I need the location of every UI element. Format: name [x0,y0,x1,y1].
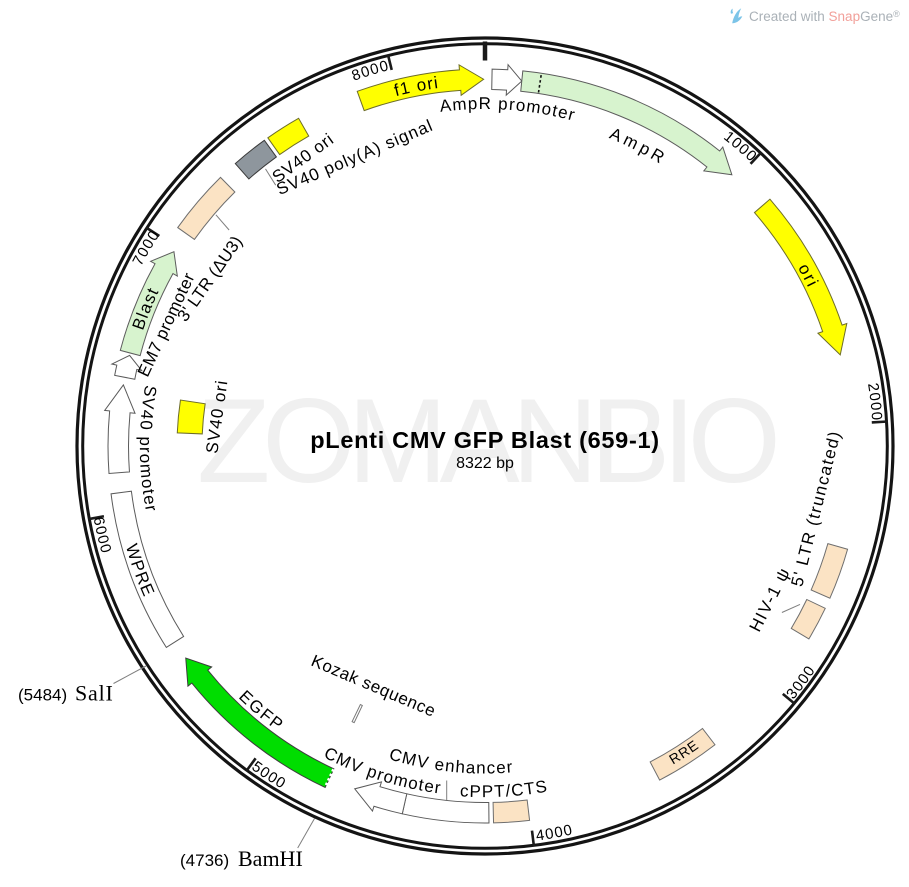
svg-text:6000: 6000 [90,515,115,555]
svg-text:pLenti CMV GFP Blast (659-1): pLenti CMV GFP Blast (659-1) [310,427,660,453]
svg-text:(4736): (4736) [180,851,229,870]
svg-text:(5484): (5484) [18,686,67,705]
svg-text:4000: 4000 [535,821,575,844]
svg-text:Created with SnapGene®: Created with SnapGene® [749,9,900,24]
svg-text:SalI: SalI [75,681,114,706]
svg-text:BamHI: BamHI [238,846,303,871]
svg-text:ZOMANBIO: ZOMANBIO [197,374,776,508]
svg-text:8322 bp: 8322 bp [456,455,514,472]
